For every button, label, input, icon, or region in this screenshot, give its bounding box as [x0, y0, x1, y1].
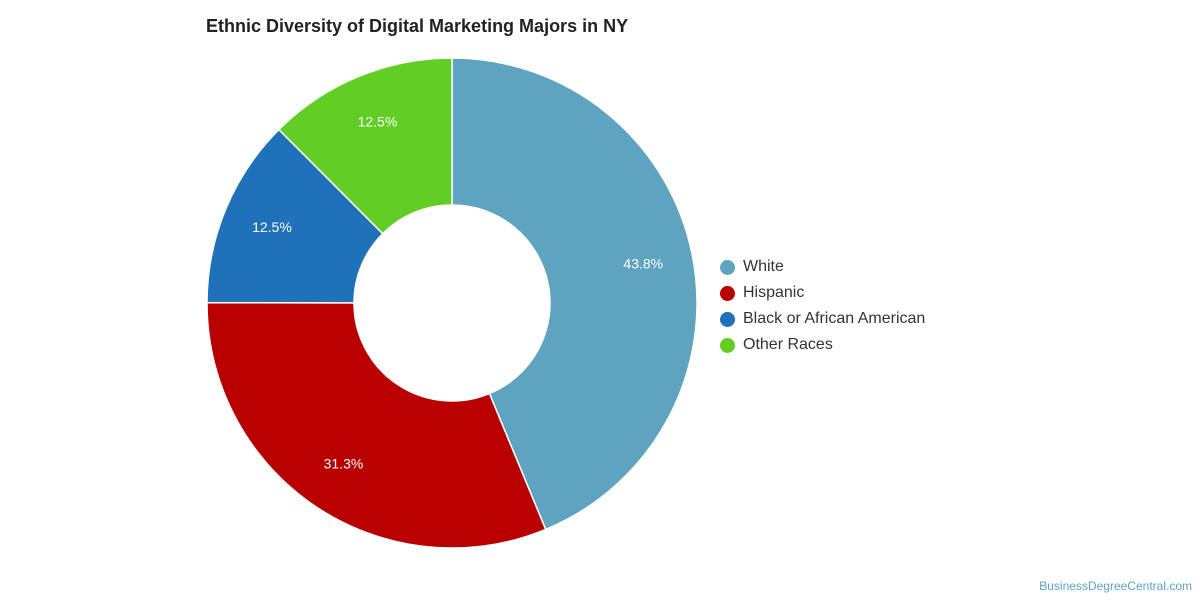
slice-other-races[interactable]: [277, 57, 453, 235]
slice-black-or-african-american[interactable]: [206, 128, 384, 304]
legend-swatch-white: [720, 259, 735, 275]
legend-label-white: White: [743, 258, 784, 275]
source-credit[interactable]: BusinessDegreeCentral.com: [1039, 579, 1192, 593]
legend-item-hispanic[interactable]: Hispanic: [720, 280, 925, 306]
legend-item-other-races[interactable]: Other Races: [720, 332, 925, 358]
slice-hispanic[interactable]: [206, 301, 547, 549]
slice-label-black-or-african-american: 12.5%: [252, 219, 292, 235]
legend-swatch-other-races: [720, 337, 735, 353]
legend-item-black-or-african-american[interactable]: Black or African American: [720, 306, 925, 332]
legend: White Hispanic Black or African American…: [720, 254, 925, 358]
chart-title: Ethnic Diversity of Digital Marketing Ma…: [206, 16, 629, 36]
slice-label-hispanic: 31.3%: [324, 456, 364, 472]
legend-label-hispanic: Hispanic: [743, 284, 805, 301]
legend-label-black-or-african-american: Black or African American: [743, 310, 926, 327]
legend-swatch-hispanic: [720, 285, 735, 301]
legend-item-white[interactable]: White: [720, 254, 925, 280]
legend-label-other-races: Other Races: [743, 336, 833, 353]
slice-label-other-races: 12.5%: [358, 114, 398, 130]
slice-white[interactable]: [451, 57, 698, 531]
legend-swatch-black-or-african-american: [720, 311, 735, 327]
slice-label-white: 43.8%: [623, 256, 663, 272]
